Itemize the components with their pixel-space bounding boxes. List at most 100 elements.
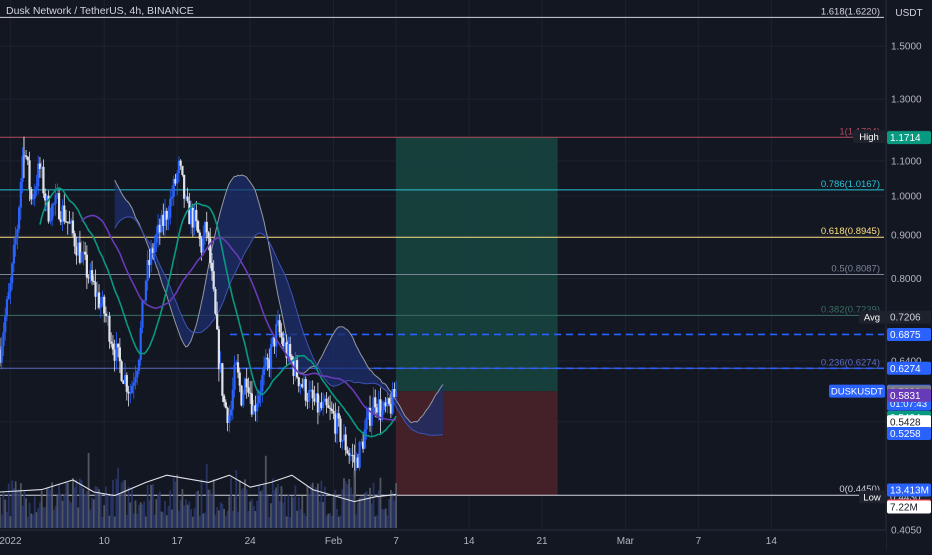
price-axis[interactable]: USDT 1.5000 1.3000 1.1000 1.0000 0.9000 0.8000… <box>829 0 932 550</box>
candles <box>0 136 398 497</box>
volume-label-bg <box>887 483 931 497</box>
candle-body <box>134 377 137 383</box>
candle-body <box>5 299 9 317</box>
candle-body <box>132 382 135 386</box>
price-axis-bg <box>886 0 932 550</box>
volume-label-bg <box>887 500 931 514</box>
volume-bar <box>153 514 156 528</box>
time-axis[interactable]: 2022 10 17 24 Feb 7 14 21 Mar 7 14 <box>0 529 886 550</box>
volume-bar <box>389 490 392 528</box>
volume-bar <box>266 495 269 528</box>
volume-bar <box>376 515 378 528</box>
candle-body <box>261 375 264 392</box>
candle-body <box>249 392 252 394</box>
candle-body <box>94 282 97 297</box>
volume-bar <box>290 496 293 528</box>
volume-bar <box>329 513 331 528</box>
volume-bar <box>261 489 264 528</box>
cloud-span-a <box>114 174 444 424</box>
candle-body <box>271 336 274 345</box>
candle-body <box>243 378 247 395</box>
candle-body <box>318 402 321 413</box>
volume-bar <box>16 490 19 528</box>
volume-bar <box>343 478 345 528</box>
candle-body <box>306 400 309 402</box>
volume-bar <box>82 488 85 528</box>
candle-body <box>103 296 106 314</box>
candle-body <box>84 251 87 255</box>
fib-label: 0.5(0.8087) <box>831 263 880 274</box>
volume-bar <box>369 487 371 528</box>
volume-bar <box>72 477 74 528</box>
candle-body <box>4 316 7 333</box>
candle-body <box>207 232 210 239</box>
volume-bar <box>270 503 272 528</box>
volume-bar <box>129 502 132 528</box>
candle-body <box>110 341 113 344</box>
volume-bar <box>165 515 168 528</box>
volume-bar <box>268 516 271 528</box>
volume-bar <box>297 497 300 528</box>
volume-bar <box>49 489 52 528</box>
fib-retracement[interactable]: 1.618(1.6220)1(1.1724)0.786(1.0167)0.618… <box>0 6 884 496</box>
candle-body <box>203 221 207 236</box>
volume-bar <box>33 496 36 528</box>
volume-bar <box>233 496 236 528</box>
y-tick-label: 1.1000 <box>891 156 922 167</box>
volume-bar <box>346 484 349 528</box>
volume-bar <box>112 479 114 528</box>
y-tick-label: 1.0000 <box>891 192 922 203</box>
volume-bar <box>323 486 326 528</box>
x-tick-label: 7 <box>393 536 399 547</box>
volume-bar <box>212 479 215 528</box>
volume-bar <box>384 508 387 528</box>
volume-bar <box>383 509 385 528</box>
candle-body <box>202 235 205 253</box>
volume-bar <box>117 467 120 528</box>
volume-bar <box>327 513 330 528</box>
position-profit-zone <box>396 137 558 392</box>
candle-body <box>262 366 266 376</box>
candle-body <box>35 186 38 191</box>
volume-bar <box>198 515 201 528</box>
candle-body <box>2 332 5 347</box>
volume-bar <box>209 489 212 528</box>
volume-bar <box>134 500 137 528</box>
candle-body <box>278 320 281 333</box>
candle-body <box>120 361 123 381</box>
volume-bar <box>358 498 361 528</box>
volume-bar <box>94 486 97 528</box>
candle-body <box>181 165 184 175</box>
candle-body <box>236 362 240 373</box>
candle-body <box>361 441 365 449</box>
volume-bar <box>14 481 17 528</box>
long-position-tool[interactable] <box>396 137 558 496</box>
volume-bar <box>7 483 10 528</box>
volume-bar <box>315 487 318 528</box>
candle-body <box>64 221 68 223</box>
candle-body <box>311 389 314 399</box>
price-tag: DUSKUSDT <box>831 387 883 398</box>
candle-body <box>106 315 109 317</box>
candle-body <box>337 413 340 419</box>
volume-bar <box>339 515 342 528</box>
volume-bar <box>87 453 90 528</box>
candle-body <box>301 384 304 388</box>
volume-bar <box>235 470 238 528</box>
currency-label: USDT <box>895 8 922 19</box>
candle-body <box>304 379 307 401</box>
candle-body <box>80 252 83 263</box>
volume-bar <box>322 502 325 528</box>
candle-body <box>11 263 14 284</box>
volume-bar <box>12 488 15 528</box>
candle-body <box>254 405 257 412</box>
volume-bar <box>275 487 278 528</box>
fib-label: 0.618(0.8945) <box>821 226 880 237</box>
candle-body <box>205 221 208 233</box>
volume-bar <box>278 500 281 528</box>
cloud-area <box>114 175 443 436</box>
volume-bar <box>174 481 177 528</box>
candle-body <box>388 398 391 404</box>
